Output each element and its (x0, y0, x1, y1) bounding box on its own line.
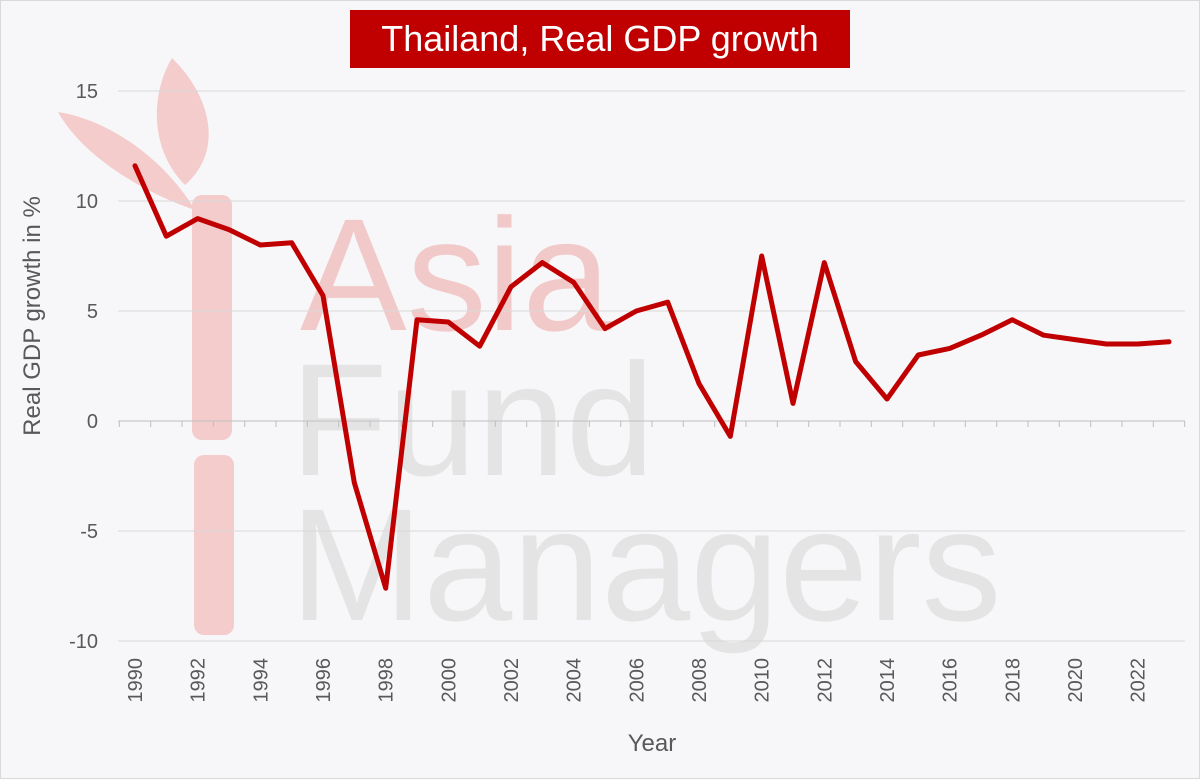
x-tick-label: 2018 (1002, 658, 1024, 703)
x-tick-label: 2016 (940, 658, 962, 703)
y-tick-label: 0 (87, 411, 98, 433)
y-tick-label: 10 (76, 191, 98, 213)
x-tick-label: 2022 (1128, 658, 1150, 703)
x-tick-label: 2000 (438, 658, 460, 703)
x-tick-label: 1996 (313, 658, 335, 703)
x-tick-label: 2004 (564, 658, 586, 703)
x-tick-label: 2012 (814, 658, 836, 703)
y-tick-labels: 15 10 5 0 -5 -10 (69, 81, 98, 653)
watermark-stem (194, 455, 234, 635)
watermark-text: Managers (290, 475, 1001, 654)
y-tick-label: 5 (87, 301, 98, 323)
y-tick-label: -10 (69, 631, 98, 653)
x-tick-label: 2014 (877, 658, 899, 703)
x-tick-marks (118, 421, 1186, 427)
watermark-leaf-icon (58, 112, 195, 210)
x-tick-label: 2006 (626, 658, 648, 703)
watermark-leaf-icon (156, 58, 209, 185)
series-line (132, 163, 1172, 591)
x-axis-label: Year (628, 730, 677, 757)
y-axis-label: Real GDP growth in % (19, 196, 46, 436)
x-tick-label: 2010 (752, 658, 774, 703)
y-tick-label: 15 (76, 81, 98, 103)
watermark-text: Fund (290, 330, 655, 509)
watermark-stem (192, 195, 232, 440)
x-tick-label: 1990 (125, 658, 147, 703)
y-tick-label: -5 (80, 521, 98, 543)
x-tick-label: 2020 (1065, 658, 1087, 703)
x-tick-label: 2008 (689, 658, 711, 703)
x-tick-label: 2002 (501, 658, 523, 703)
watermark: Asia Fund Managers (58, 58, 1001, 654)
x-tick-label: 1994 (250, 658, 272, 703)
gridlines (118, 90, 1185, 642)
x-tick-label: 1992 (188, 658, 210, 703)
x-tick-label: 1998 (376, 658, 398, 703)
x-tick-labels: 1990 1992 1994 1996 1998 2000 2002 2004 2006 2008… (125, 658, 1150, 703)
chart-title: Thailand, Real GDP growth (350, 10, 850, 68)
